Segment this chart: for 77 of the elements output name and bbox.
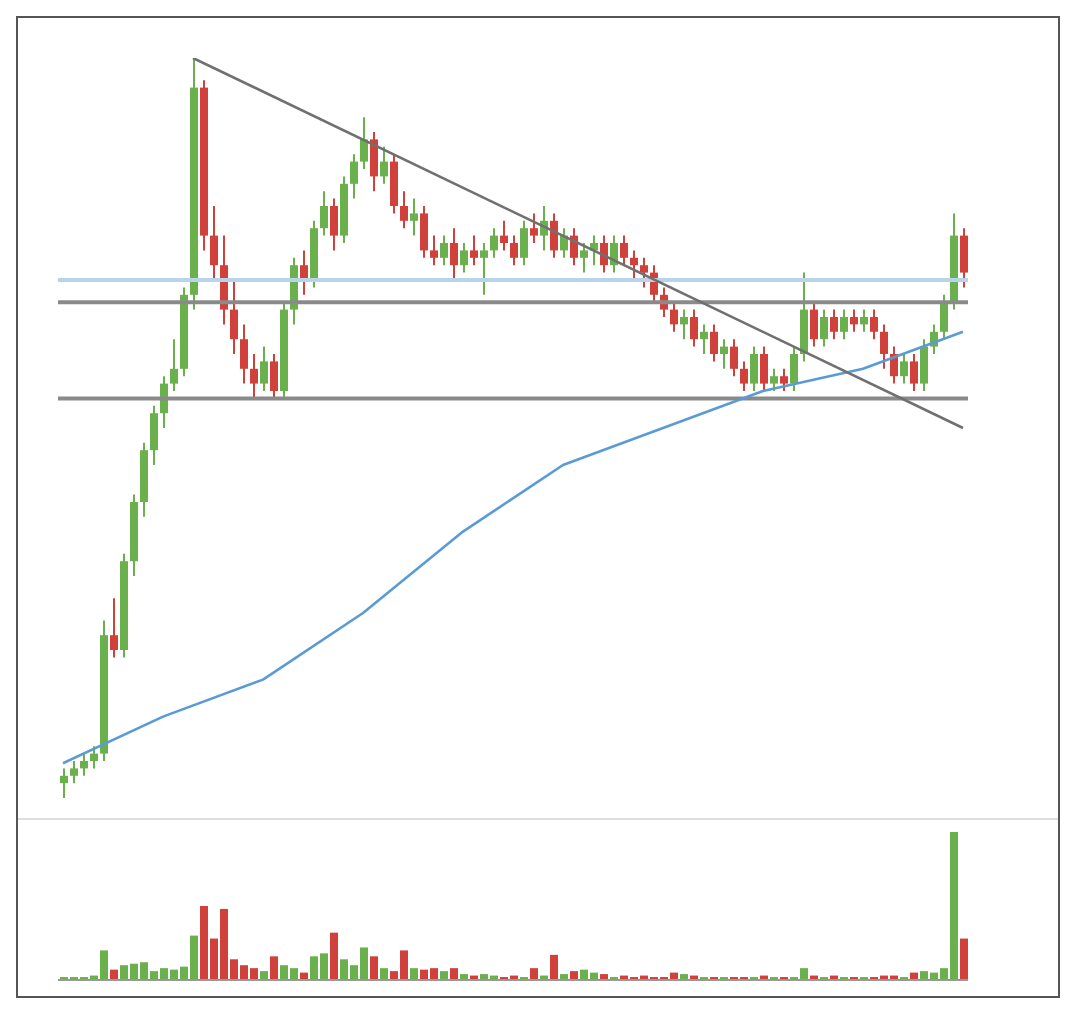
bar	[270, 956, 278, 980]
candlestick	[210, 205, 218, 281]
candlestick	[940, 293, 948, 341]
candlestick	[680, 308, 688, 341]
candlestick	[410, 197, 418, 237]
bar	[960, 938, 968, 980]
candlestick	[740, 360, 748, 392]
candlestick	[430, 234, 438, 267]
candlestick	[390, 153, 398, 215]
candlestick	[960, 227, 968, 289]
candlestick	[250, 353, 258, 400]
candlestick	[720, 338, 728, 370]
candlestick	[90, 745, 98, 770]
candlestick	[60, 767, 68, 798]
candlestick	[520, 219, 528, 267]
candlestick	[400, 190, 408, 230]
candlestick	[880, 323, 888, 370]
candlestick	[690, 308, 698, 348]
candlestick	[460, 242, 468, 274]
candlestick	[700, 323, 708, 355]
candlestick	[710, 323, 718, 363]
bar	[530, 968, 538, 980]
bar	[260, 971, 268, 980]
candlestick	[820, 308, 828, 348]
candlestick	[760, 345, 768, 392]
candlestick	[350, 153, 358, 200]
candlestick	[640, 256, 648, 289]
candlestick	[80, 752, 88, 777]
candlestick	[450, 227, 458, 281]
candlestick	[420, 205, 428, 259]
candlestick	[470, 234, 478, 267]
candlestick	[480, 242, 488, 296]
candlestick	[330, 197, 338, 252]
candlestick	[260, 345, 268, 392]
candlestick	[630, 249, 638, 281]
candlestick	[70, 760, 78, 785]
bar	[570, 971, 578, 980]
bar	[450, 968, 458, 980]
candlestick	[230, 279, 238, 355]
candlestick	[790, 345, 798, 392]
candlestick	[270, 353, 278, 400]
candlestick	[440, 234, 448, 267]
candlestick	[910, 353, 918, 392]
candlestick	[800, 271, 808, 363]
bar	[370, 956, 378, 980]
bar	[330, 932, 338, 980]
candlestick	[240, 323, 248, 385]
bar	[440, 971, 448, 980]
candlestick	[750, 345, 758, 392]
candlestick	[670, 301, 678, 333]
candlestick	[900, 353, 908, 385]
candlestick	[360, 116, 368, 170]
candlestick	[620, 234, 628, 267]
bar	[550, 954, 558, 980]
candlestick	[500, 219, 508, 252]
candlestick	[370, 131, 378, 193]
candlestick	[320, 190, 328, 237]
candlestick	[510, 234, 518, 267]
candlestick	[490, 227, 498, 259]
candlestick	[870, 308, 878, 341]
candlestick	[530, 212, 538, 244]
candlestick	[860, 308, 868, 333]
candlestick	[840, 308, 848, 341]
candlestick	[830, 308, 838, 341]
bar	[410, 968, 418, 980]
candlestick	[780, 367, 788, 392]
candlestick	[850, 308, 858, 333]
candlestick	[580, 242, 588, 274]
bar	[380, 968, 388, 980]
candlestick	[730, 338, 738, 378]
candlestick	[770, 367, 778, 392]
candlestick	[150, 404, 158, 466]
candlestick	[810, 301, 818, 348]
candlestick	[920, 338, 928, 392]
candlestick	[170, 338, 178, 392]
candlestick	[380, 145, 388, 185]
candlestick	[110, 597, 118, 659]
